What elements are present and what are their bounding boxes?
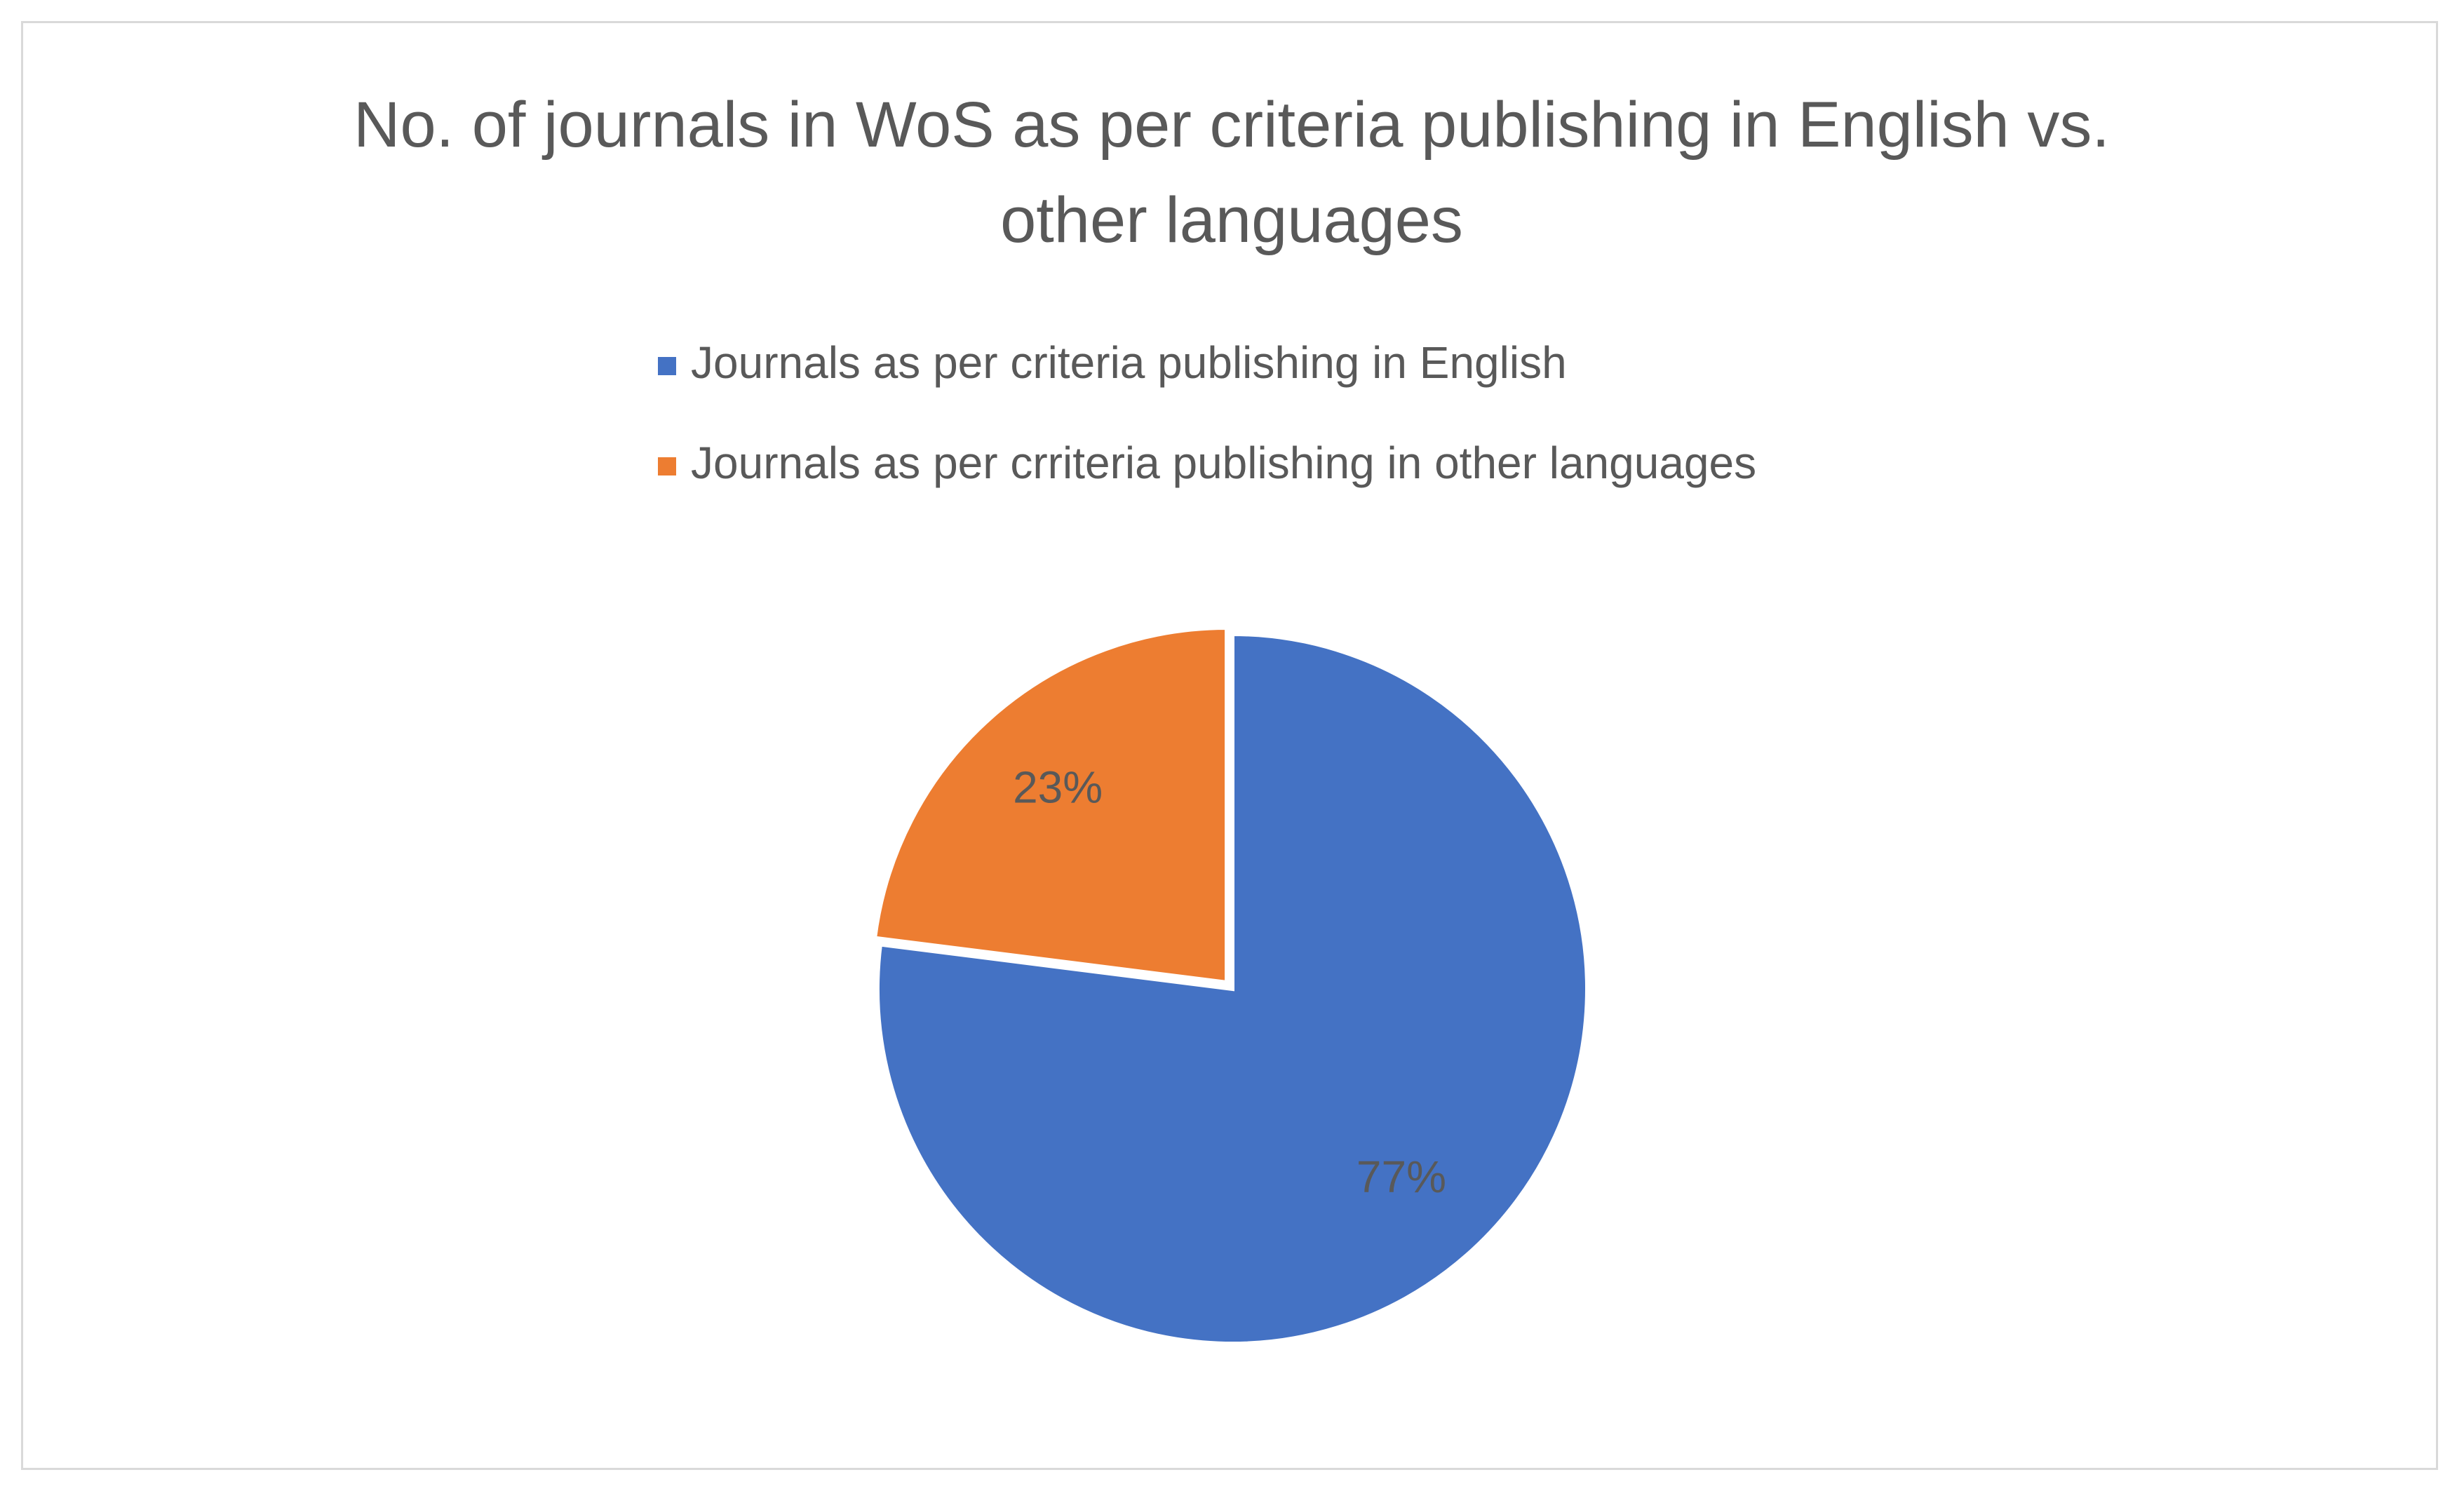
data-label: 77% bbox=[1356, 1152, 1446, 1202]
data-label: 23% bbox=[1013, 762, 1103, 813]
chart-frame bbox=[21, 21, 2438, 1470]
legend-label: Journals as per crriteria publishing in … bbox=[691, 438, 1756, 488]
legend-swatch bbox=[658, 457, 676, 475]
pie-slice bbox=[872, 625, 1230, 985]
pie-slice bbox=[875, 631, 1589, 1346]
chart-title: No. of journals in WoS as per criteria p… bbox=[354, 89, 2110, 256]
legend-label: Journals as per criteria publishing in E… bbox=[691, 337, 1567, 388]
legend-swatch bbox=[658, 357, 676, 375]
